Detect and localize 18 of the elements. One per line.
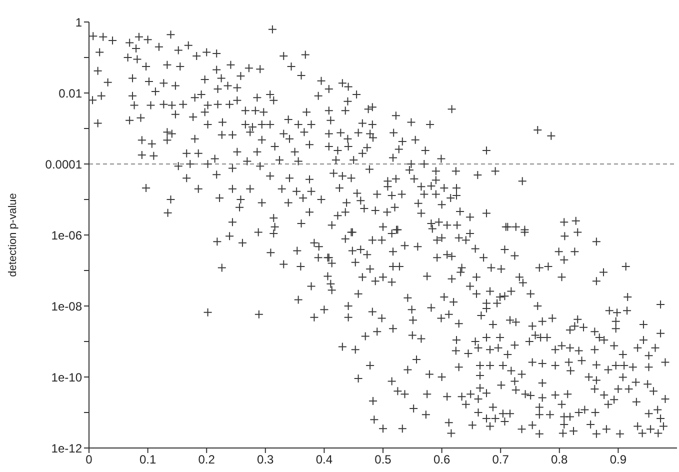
x-tick-label: 0 — [86, 452, 93, 467]
y-tick-label: 1e-06 — [51, 228, 82, 242]
y-axis-title: detection p-value — [6, 193, 19, 277]
y-tick-label: 0.01 — [58, 86, 82, 100]
x-tick-label: 0.1 — [139, 452, 156, 467]
x-tick-label: 0.3 — [257, 452, 274, 467]
y-tick-label: 1e-10 — [51, 370, 82, 384]
x-tick-label: 0.7 — [492, 452, 510, 467]
y-tick-label: 1e-08 — [51, 299, 82, 314]
x-tick-label: 0.5 — [374, 452, 392, 467]
y-tick-label: 1e-12 — [51, 441, 82, 456]
x-tick-label: 0.8 — [551, 452, 568, 467]
y-tick-label: 1 — [75, 15, 82, 30]
x-tick-label: 0.4 — [316, 452, 333, 467]
x-tick-label: 0.9 — [610, 452, 627, 467]
x-tick-label: 0.2 — [198, 452, 216, 467]
x-tick-label: 0.6 — [433, 452, 450, 467]
y-tick-label: 0.0001 — [45, 157, 82, 172]
